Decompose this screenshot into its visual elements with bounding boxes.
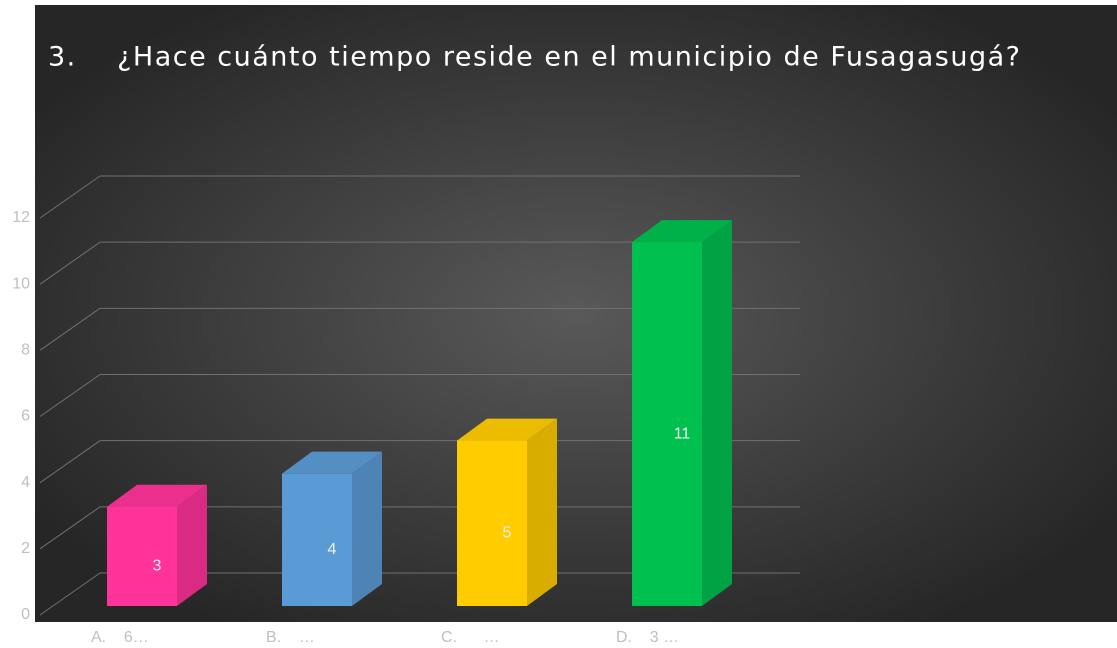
grid-line xyxy=(39,175,101,219)
bar-top xyxy=(457,418,557,441)
value-label: 5 xyxy=(503,525,512,542)
value-label: 3 xyxy=(153,558,162,575)
bar-side xyxy=(352,451,382,606)
x-tick-label: C. … xyxy=(441,629,500,646)
y-tick-label: 6 xyxy=(21,408,30,425)
bar-side xyxy=(177,484,207,606)
grid-line xyxy=(39,374,101,417)
y-tick-label: 12 xyxy=(12,209,30,226)
x-tick-label: B. … xyxy=(266,629,315,646)
bar xyxy=(632,242,702,607)
value-label: 11 xyxy=(674,425,691,442)
y-tick-label: 0 xyxy=(21,606,30,623)
bar-side xyxy=(527,418,557,606)
plot-background xyxy=(35,5,1117,622)
y-tick-label: 8 xyxy=(21,342,30,359)
bar-top xyxy=(282,451,382,474)
x-tick-label: A. 6… xyxy=(91,629,149,646)
value-label: 4 xyxy=(328,541,337,558)
y-tick-label: 10 xyxy=(12,275,30,292)
grid-line xyxy=(39,506,101,550)
bar xyxy=(282,473,352,606)
chart-title: 3. ¿Hace cuánto tiempo reside en el muni… xyxy=(48,42,1021,73)
bar-top xyxy=(632,220,732,243)
bar xyxy=(457,440,527,606)
y-tick-label: 4 xyxy=(21,474,30,491)
bar-side xyxy=(702,220,732,607)
grid-line xyxy=(39,241,101,285)
grid-line xyxy=(39,572,101,616)
bar-top xyxy=(107,484,207,507)
y-tick-label: 2 xyxy=(21,540,30,557)
bar xyxy=(107,506,177,606)
x-tick-label: D. 3 … xyxy=(616,629,679,646)
grid-line xyxy=(39,440,101,484)
grid-line xyxy=(39,307,101,351)
